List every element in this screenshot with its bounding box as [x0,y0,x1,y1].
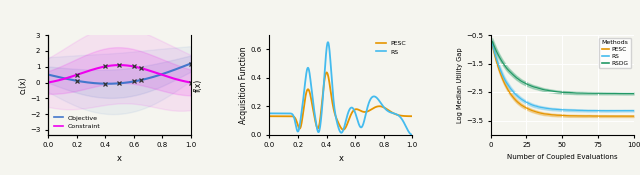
PESC [380,106,387,108]
RS [266,112,273,114]
Line: RS: RS [269,42,412,135]
PESC [323,71,330,74]
Objective [148,76,156,78]
Y-axis label: Log Median Utility Gap: Log Median Utility Gap [458,47,463,123]
PESC [408,115,416,117]
Objective [91,82,99,84]
Line: PESC: PESC [269,72,412,130]
Legend: PESC, RS: PESC, RS [374,38,409,57]
PESC [377,105,385,107]
Objective [61,78,69,80]
Constraint [148,71,156,73]
Constraint [100,66,108,68]
Constraint [61,78,69,80]
PESC [328,102,336,104]
Legend: PESC, RS, RSDG: PESC, RS, RSDG [599,38,630,68]
RS [380,106,387,108]
Objective [100,83,108,85]
Constraint [148,70,156,72]
PESC [364,110,372,112]
Constraint [91,68,99,70]
Objective [134,80,142,82]
RS [324,41,332,43]
Y-axis label: Acquisition Function: Acquisition Function [239,46,248,124]
RS [408,134,416,136]
Objective [104,83,112,85]
Legend: Objective, Constraint: Objective, Constraint [51,113,103,132]
X-axis label: Number of Coupled Evaluations: Number of Coupled Evaluations [507,154,618,160]
PESC [266,115,273,117]
Constraint [134,66,142,68]
Objective [44,74,52,76]
RS [377,102,385,104]
PESC [280,115,288,117]
RS [323,43,331,46]
RS [328,87,336,89]
PESC [323,72,331,74]
Y-axis label: f(x): f(x) [194,78,203,92]
Constraint [115,64,123,66]
Line: Constraint: Constraint [48,65,191,82]
X-axis label: x: x [339,154,343,163]
Line: Objective: Objective [48,64,191,84]
Objective [187,62,195,65]
Y-axis label: c₁(x): c₁(x) [18,76,28,94]
X-axis label: x: x [117,154,122,163]
Constraint [187,81,195,83]
PESC [339,129,347,131]
Constraint [44,81,52,83]
Objective [148,76,156,78]
RS [364,106,371,108]
RS [280,112,288,114]
